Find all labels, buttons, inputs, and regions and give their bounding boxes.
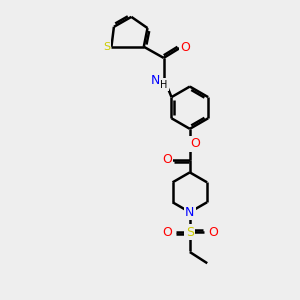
Text: N: N [185, 206, 194, 219]
Text: N: N [151, 74, 160, 87]
Text: O: O [190, 137, 200, 150]
Text: O: O [162, 154, 172, 166]
Text: S: S [103, 42, 110, 52]
Text: S: S [186, 226, 194, 238]
Text: O: O [208, 226, 218, 238]
Text: O: O [162, 226, 172, 238]
Text: H: H [160, 80, 167, 90]
Text: O: O [180, 41, 190, 55]
